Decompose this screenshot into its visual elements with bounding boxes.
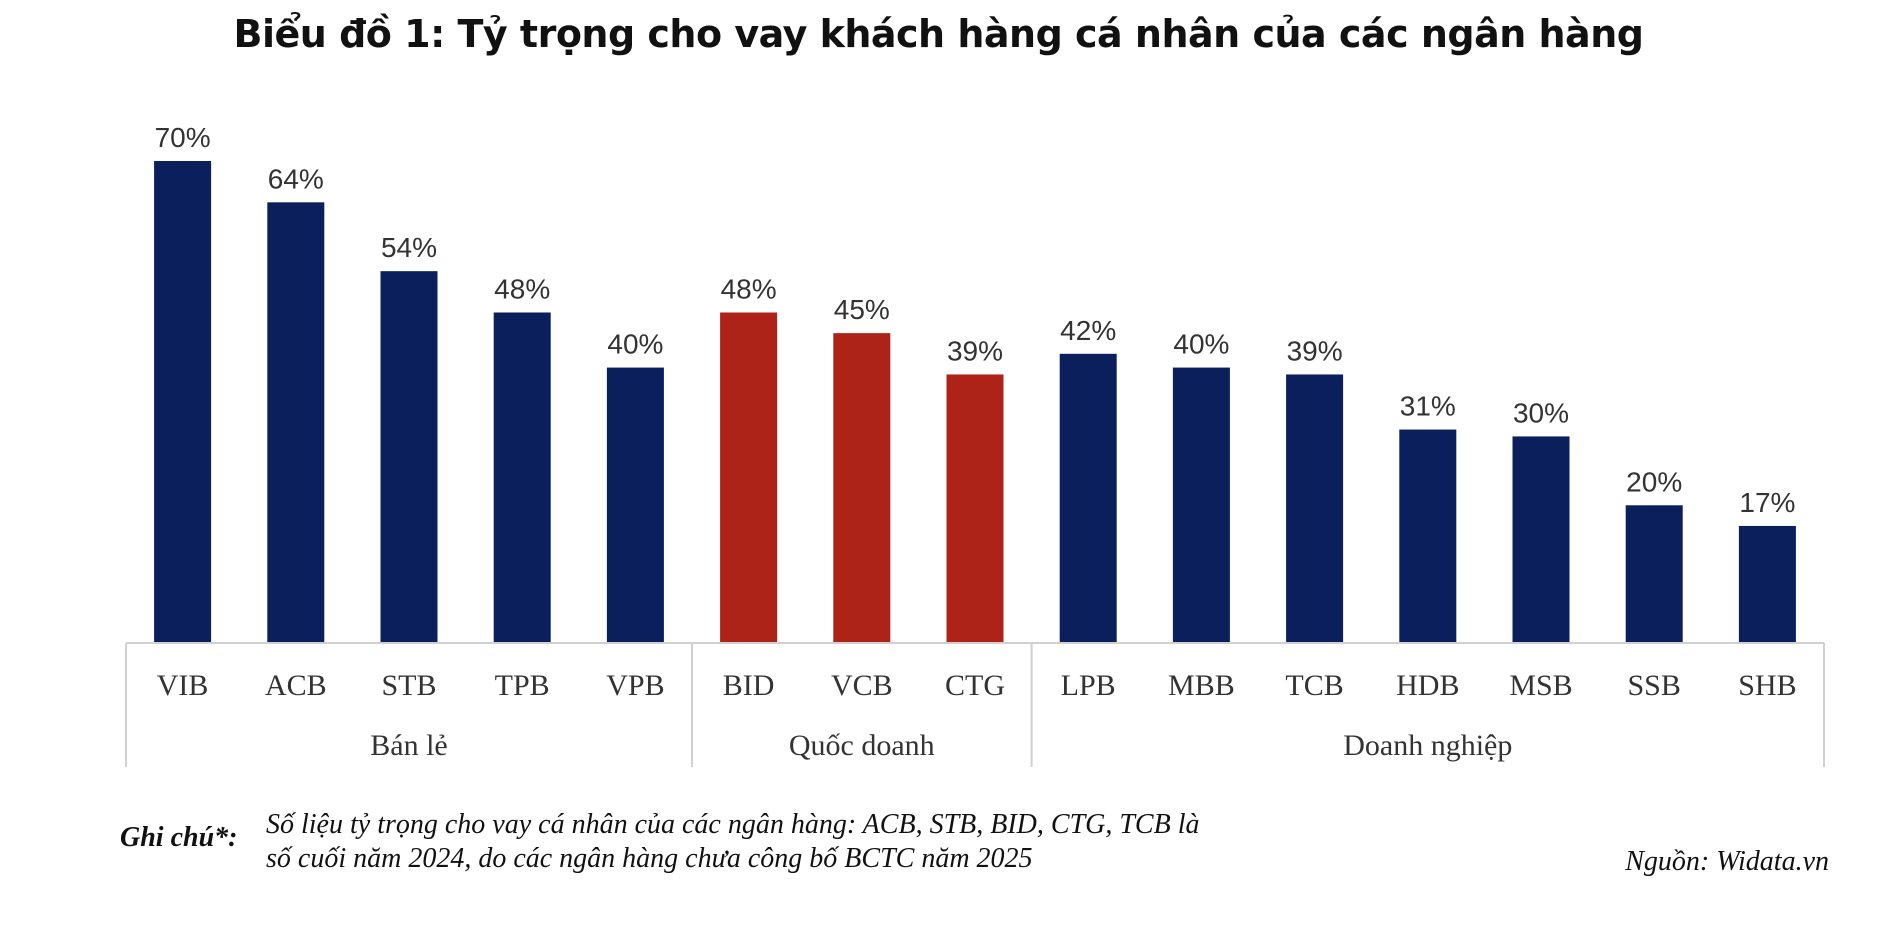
bar-bid	[720, 312, 778, 643]
tick-label-vpb: VPB	[606, 669, 664, 702]
data-label-stb: 54%	[381, 232, 437, 263]
tick-label-mbb: MBB	[1168, 669, 1235, 702]
tick-label-ctg: CTG	[945, 669, 1005, 702]
tick-label-bid: BID	[723, 669, 775, 702]
source-label: Nguồn: Widata.vn	[1625, 846, 1829, 877]
bar-tcb	[1286, 374, 1344, 643]
bar-tpb	[493, 312, 551, 643]
data-label-tcb: 39%	[1287, 335, 1343, 366]
chart-title: Biểu đồ 1: Tỷ trọng cho vay khách hàng c…	[233, 12, 1644, 56]
bar-mbb	[1172, 367, 1230, 643]
bar-vcb	[833, 333, 891, 643]
tick-label-shb: SHB	[1738, 669, 1796, 702]
bar-acb	[267, 202, 325, 644]
note-label: Ghi chú*:	[120, 822, 238, 853]
bar-vib	[154, 161, 212, 643]
tick-label-hdb: HDB	[1396, 669, 1459, 702]
data-label-vcb: 45%	[834, 294, 890, 325]
tick-label-lpb: LPB	[1061, 669, 1116, 702]
data-label-vpb: 40%	[607, 329, 663, 360]
tick-label-msb: MSB	[1509, 669, 1572, 702]
data-label-bid: 48%	[721, 273, 777, 304]
note-text: Số liệu tỷ trọng cho vay cá nhân của các…	[266, 808, 1266, 876]
tick-label-vib: VIB	[157, 669, 209, 702]
data-label-vib: 70%	[155, 122, 211, 153]
bar-chart: 70% VIB 64% ACB 54% STB 48% TPB 40% VPB 48% BID 45% V…	[125, 122, 1825, 767]
tick-label-acb: ACB	[265, 669, 327, 702]
data-label-lpb: 42%	[1060, 315, 1116, 346]
data-label-acb: 64%	[268, 163, 324, 194]
tick-label-tcb: TCB	[1285, 669, 1343, 702]
bar-vpb	[606, 367, 664, 643]
group-label: Quốc doanh	[789, 729, 935, 762]
note-line-1: Số liệu tỷ trọng cho vay cá nhân của các…	[266, 809, 1200, 840]
data-label-msb: 30%	[1513, 397, 1569, 428]
data-label-hdb: 31%	[1400, 391, 1456, 422]
bar-ctg	[946, 374, 1004, 643]
data-label-mbb: 40%	[1173, 329, 1229, 360]
group-label: Doanh nghiệp	[1343, 729, 1512, 762]
note-line-2: số cuối năm 2024, do các ngân hàng chưa …	[266, 843, 1033, 874]
tick-label-vcb: VCB	[831, 669, 893, 702]
bar-stb	[380, 271, 438, 643]
data-label-ssb: 20%	[1626, 466, 1682, 497]
data-label-ctg: 39%	[947, 335, 1003, 366]
tick-label-ssb: SSB	[1628, 669, 1681, 702]
data-label-shb: 17%	[1739, 487, 1795, 518]
bar-shb	[1738, 525, 1796, 643]
tick-label-stb: STB	[381, 669, 436, 702]
bar-msb	[1512, 436, 1570, 643]
tick-label-tpb: TPB	[495, 669, 550, 702]
group-label: Bán lẻ	[370, 729, 447, 762]
data-label-tpb: 48%	[494, 273, 550, 304]
bar-hdb	[1399, 429, 1457, 643]
bar-ssb	[1625, 505, 1683, 643]
bar-lpb	[1059, 353, 1117, 643]
